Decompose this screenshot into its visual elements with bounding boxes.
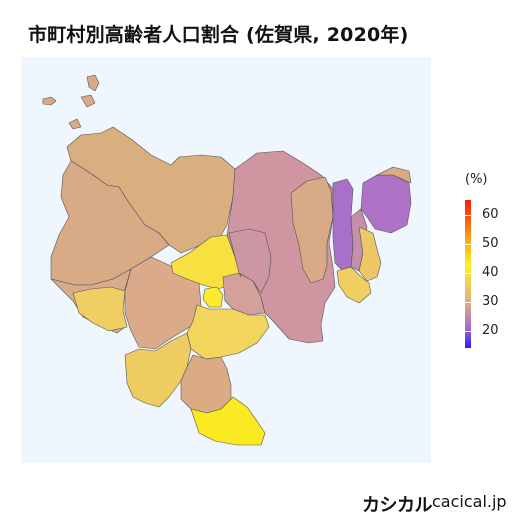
legend-tick-line [465,215,471,216]
municipality-map [42,74,412,446]
legend-tick-30: 30 [482,294,499,309]
brand-url[interactable]: cacical.jp [432,492,507,511]
legend-tick-line [465,244,471,245]
municipality-yoshinogari [332,178,354,272]
legend-tick-60: 60 [482,207,499,222]
municipality-ureshino [190,396,266,446]
brand-logo: カシカル [362,495,433,516]
municipality-kanzaki [290,176,334,284]
map-title: 市町村別高齢者人口割合 (佐賀県, 2020年) [28,24,409,46]
legend-tick-40: 40 [482,265,499,280]
municipality-arita [72,286,128,332]
color-legend: (%) 60 50 40 30 20 [452,172,512,352]
municipality-miyaki [336,266,372,304]
island-region [80,94,96,108]
island-region [68,118,82,130]
legend-color-bar [465,200,471,348]
municipality-tosu [360,174,412,234]
municipality-tara [180,354,232,414]
legend-tick-line [465,273,471,274]
legend-tick-20: 20 [482,323,499,338]
municipality-yamato [228,228,272,294]
legend-tick-line [465,302,471,303]
legend-tick-line [465,331,471,332]
municipality-kiyama [376,166,412,184]
island-region [86,74,100,92]
municipality-kohoku [202,286,224,308]
legend-tick-50: 50 [482,236,499,251]
municipality-mizuho [358,226,382,282]
legend-unit: (%) [465,172,488,187]
map-panel [21,57,431,463]
island-region [42,96,57,106]
